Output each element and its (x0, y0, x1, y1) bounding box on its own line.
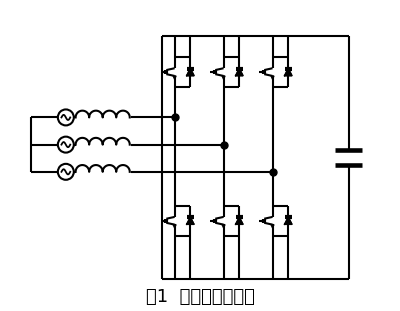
Polygon shape (173, 225, 176, 228)
Polygon shape (271, 225, 274, 228)
Polygon shape (271, 76, 274, 79)
Polygon shape (222, 76, 225, 79)
Polygon shape (285, 68, 292, 76)
Polygon shape (222, 225, 225, 228)
Polygon shape (187, 68, 194, 76)
Polygon shape (285, 217, 292, 224)
Polygon shape (187, 217, 194, 224)
Polygon shape (173, 76, 176, 79)
Polygon shape (236, 68, 243, 76)
Polygon shape (236, 217, 243, 224)
Text: 图1  两电平拓扑结构: 图1 两电平拓扑结构 (146, 288, 254, 306)
